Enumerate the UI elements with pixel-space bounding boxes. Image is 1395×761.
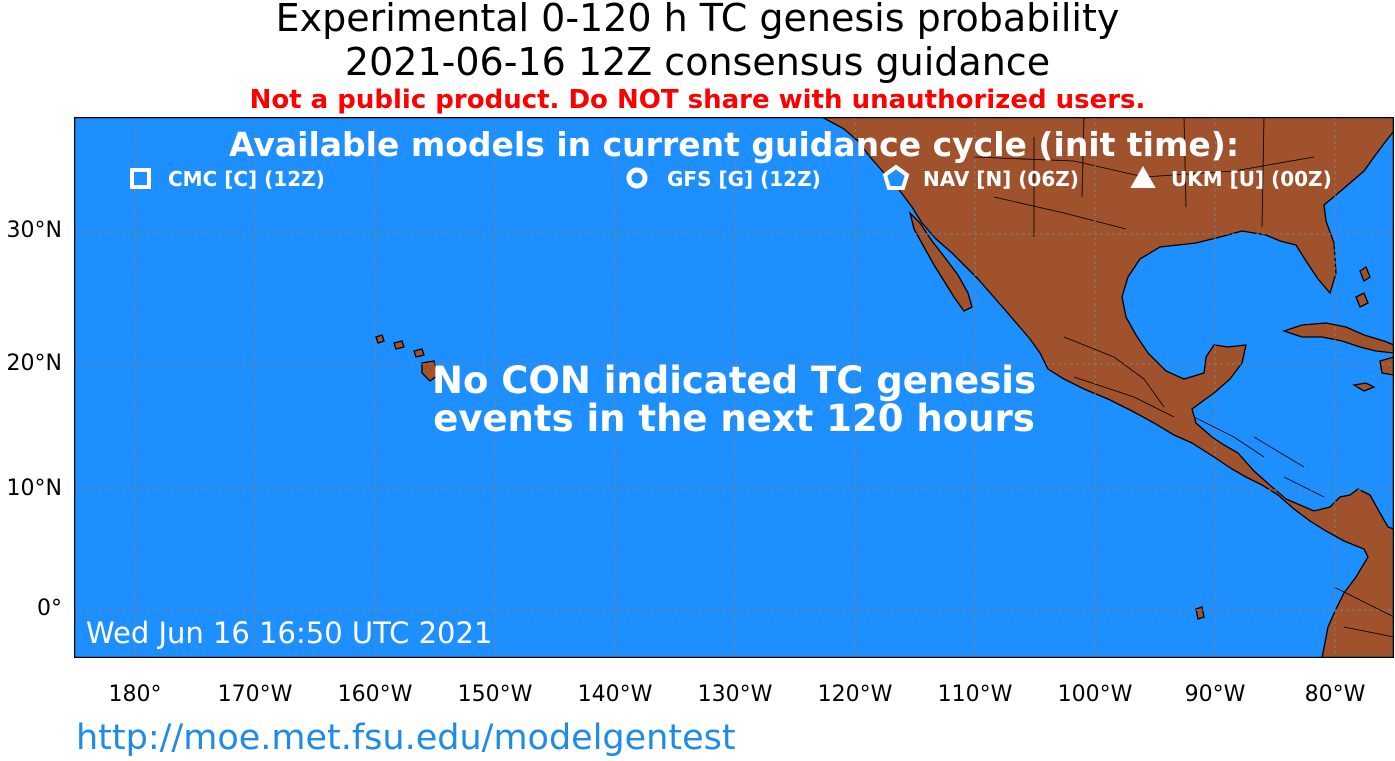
hawaii-islands bbox=[375, 334, 439, 382]
lat-label-10n: 10°N bbox=[6, 476, 62, 501]
cuba bbox=[1281, 322, 1394, 354]
map-frame bbox=[74, 117, 1394, 658]
model-legend: CMC [C] (12Z) GFS [G] (12Z) NAV [N] (06Z… bbox=[130, 164, 1332, 191]
lon-label-90w: 90°W bbox=[1184, 682, 1246, 707]
lon-label-170w: 170°W bbox=[217, 682, 293, 707]
model-label-cmc: CMC [C] (12Z) bbox=[168, 167, 325, 191]
jamaica bbox=[1352, 382, 1376, 392]
no-genesis-message-line1: No CON indicated TC genesis bbox=[432, 359, 1036, 402]
triangle-marker-icon bbox=[1130, 166, 1156, 188]
lon-label-180: 180° bbox=[108, 682, 162, 707]
lon-label-110w: 110°W bbox=[937, 682, 1013, 707]
lon-label-100w: 100°W bbox=[1057, 682, 1133, 707]
timestamp: Wed Jun 16 16:50 UTC 2021 bbox=[86, 616, 492, 650]
bahamas bbox=[1355, 266, 1371, 308]
circle-marker-icon bbox=[626, 167, 648, 189]
square-marker-icon bbox=[130, 168, 151, 189]
chart-title: Experimental 0-120 h TC genesis probabil… bbox=[275, 0, 1120, 40]
lon-label-140w: 140°W bbox=[577, 682, 653, 707]
baja-california bbox=[908, 210, 973, 312]
pentagon-marker-icon bbox=[882, 164, 910, 190]
galapagos bbox=[1195, 606, 1205, 620]
gridlines bbox=[74, 117, 1394, 658]
map-panel: Available models in current guidance cyc… bbox=[74, 117, 1394, 658]
state-borders bbox=[973, 117, 1394, 638]
lon-label-80w: 80°W bbox=[1304, 682, 1366, 707]
chart-subtitle: 2021-06-16 12Z consensus guidance bbox=[344, 40, 1051, 84]
no-genesis-message-line2: events in the next 120 hours bbox=[433, 397, 1035, 440]
lat-label-20n: 20°N bbox=[6, 351, 62, 376]
distribution-warning: Not a public product. Do NOT share with … bbox=[249, 85, 1146, 115]
lon-label-130w: 130°W bbox=[697, 682, 773, 707]
lon-label-150w: 150°W bbox=[457, 682, 533, 707]
lon-label-160w: 160°W bbox=[337, 682, 413, 707]
lat-label-30n: 30°N bbox=[6, 218, 62, 243]
model-label-ukm: UKM [U] (00Z) bbox=[1171, 167, 1332, 191]
lat-label-0: 0° bbox=[37, 596, 62, 621]
models-heading: Available models in current guidance cyc… bbox=[229, 125, 1239, 164]
model-label-gfs: GFS [G] (12Z) bbox=[667, 167, 821, 191]
lon-label-120w: 120°W bbox=[817, 682, 893, 707]
source-url-link[interactable]: http://moe.met.fsu.edu/modelgentest bbox=[76, 718, 736, 758]
hispaniola-edge bbox=[1379, 356, 1394, 376]
model-label-nav: NAV [N] (06Z) bbox=[923, 167, 1079, 191]
